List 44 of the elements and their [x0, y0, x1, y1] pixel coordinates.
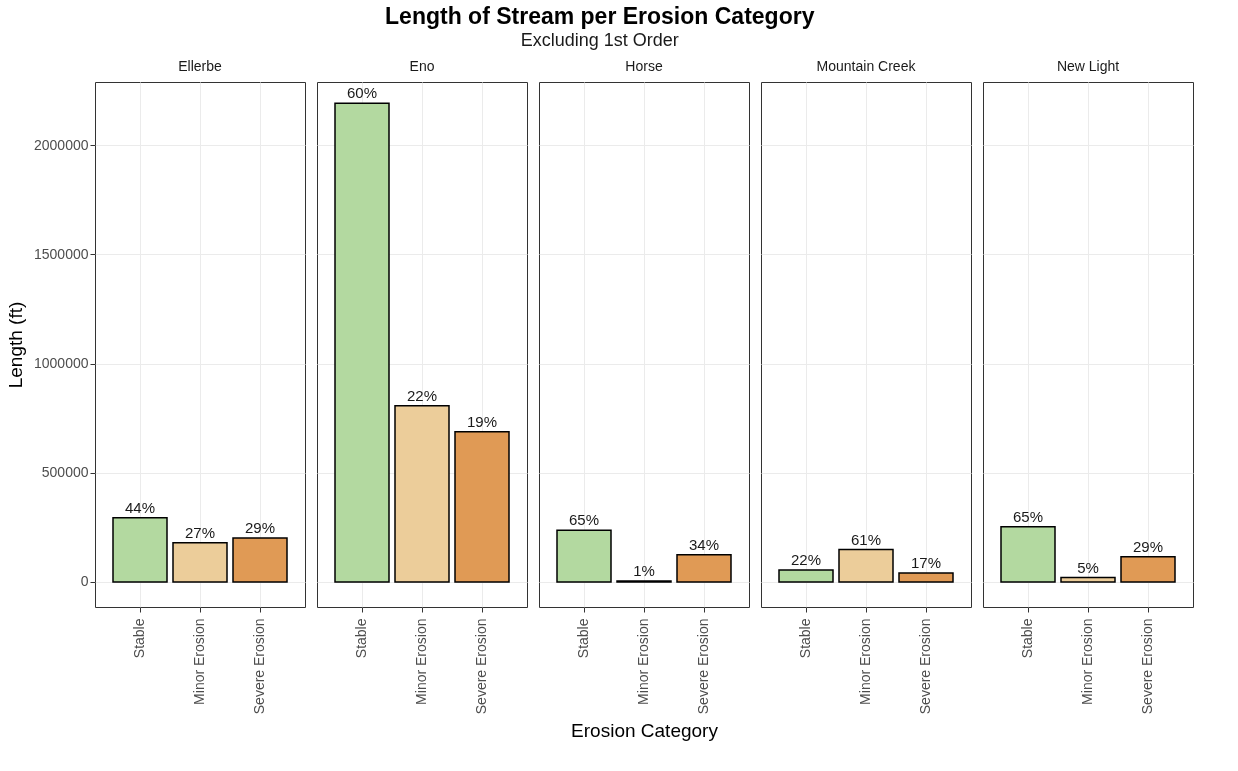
- text: Excluding 1st Order: [520, 29, 679, 50]
- annotation: 29%: [244, 519, 276, 537]
- x-tick-label: Severe Erosion: [917, 618, 933, 715]
- annotation: 22%: [406, 386, 438, 404]
- x-tick-label: Minor Erosion: [191, 618, 207, 705]
- text: Length of Stream per Erosion Category: [385, 2, 815, 29]
- y-tick-label: 2000000: [33, 136, 89, 153]
- y-tick-label: 1000000: [33, 355, 89, 372]
- x-tick-label: Severe Erosion: [251, 618, 267, 715]
- chart-title: New Light: [1056, 58, 1120, 74]
- annotation: 22%: [790, 551, 822, 569]
- chart-title: Mountain Creek: [816, 58, 917, 74]
- x-tick-label: Severe Erosion: [695, 618, 711, 715]
- x-tick-label: Stable: [797, 618, 813, 659]
- chart-title: Horse: [625, 58, 663, 74]
- x-tick-label: Stable: [353, 618, 369, 659]
- annotation: 61%: [850, 530, 882, 548]
- annotation: 44%: [124, 498, 156, 516]
- chart-title: Ellerbe: [178, 58, 222, 74]
- annotation: 19%: [466, 412, 498, 430]
- annotation: 34%: [688, 535, 720, 553]
- annotation: 65%: [1012, 507, 1044, 525]
- x-tick-label: Minor Erosion: [413, 618, 429, 705]
- x-tick-label: Minor Erosion: [635, 618, 651, 705]
- annotation: 29%: [1132, 537, 1164, 555]
- x-tick-label: Severe Erosion: [473, 618, 489, 715]
- annotation: 17%: [910, 553, 942, 571]
- x-tick-label: Severe Erosion: [1139, 618, 1155, 715]
- y-tick-label: 0: [80, 573, 89, 590]
- annotation: 27%: [184, 523, 216, 541]
- annotation: 5%: [1077, 558, 1099, 576]
- y-tick-label: 500000: [41, 464, 89, 481]
- x-tick-label: Minor Erosion: [1079, 618, 1095, 705]
- x-axis-title: Erosion Category: [571, 720, 719, 742]
- y-axis-title: Length (ft): [5, 301, 26, 389]
- x-tick-label: Stable: [1019, 618, 1035, 659]
- x-tick-label: Stable: [575, 618, 591, 659]
- x-tick-label: Minor Erosion: [857, 618, 873, 705]
- annotation: 65%: [568, 511, 600, 529]
- annotation: 60%: [346, 84, 378, 102]
- x-tick-label: Stable: [131, 618, 147, 659]
- chart-title: Eno: [409, 58, 435, 74]
- y-tick-label: 1500000: [33, 245, 89, 262]
- annotation: 1%: [633, 562, 655, 580]
